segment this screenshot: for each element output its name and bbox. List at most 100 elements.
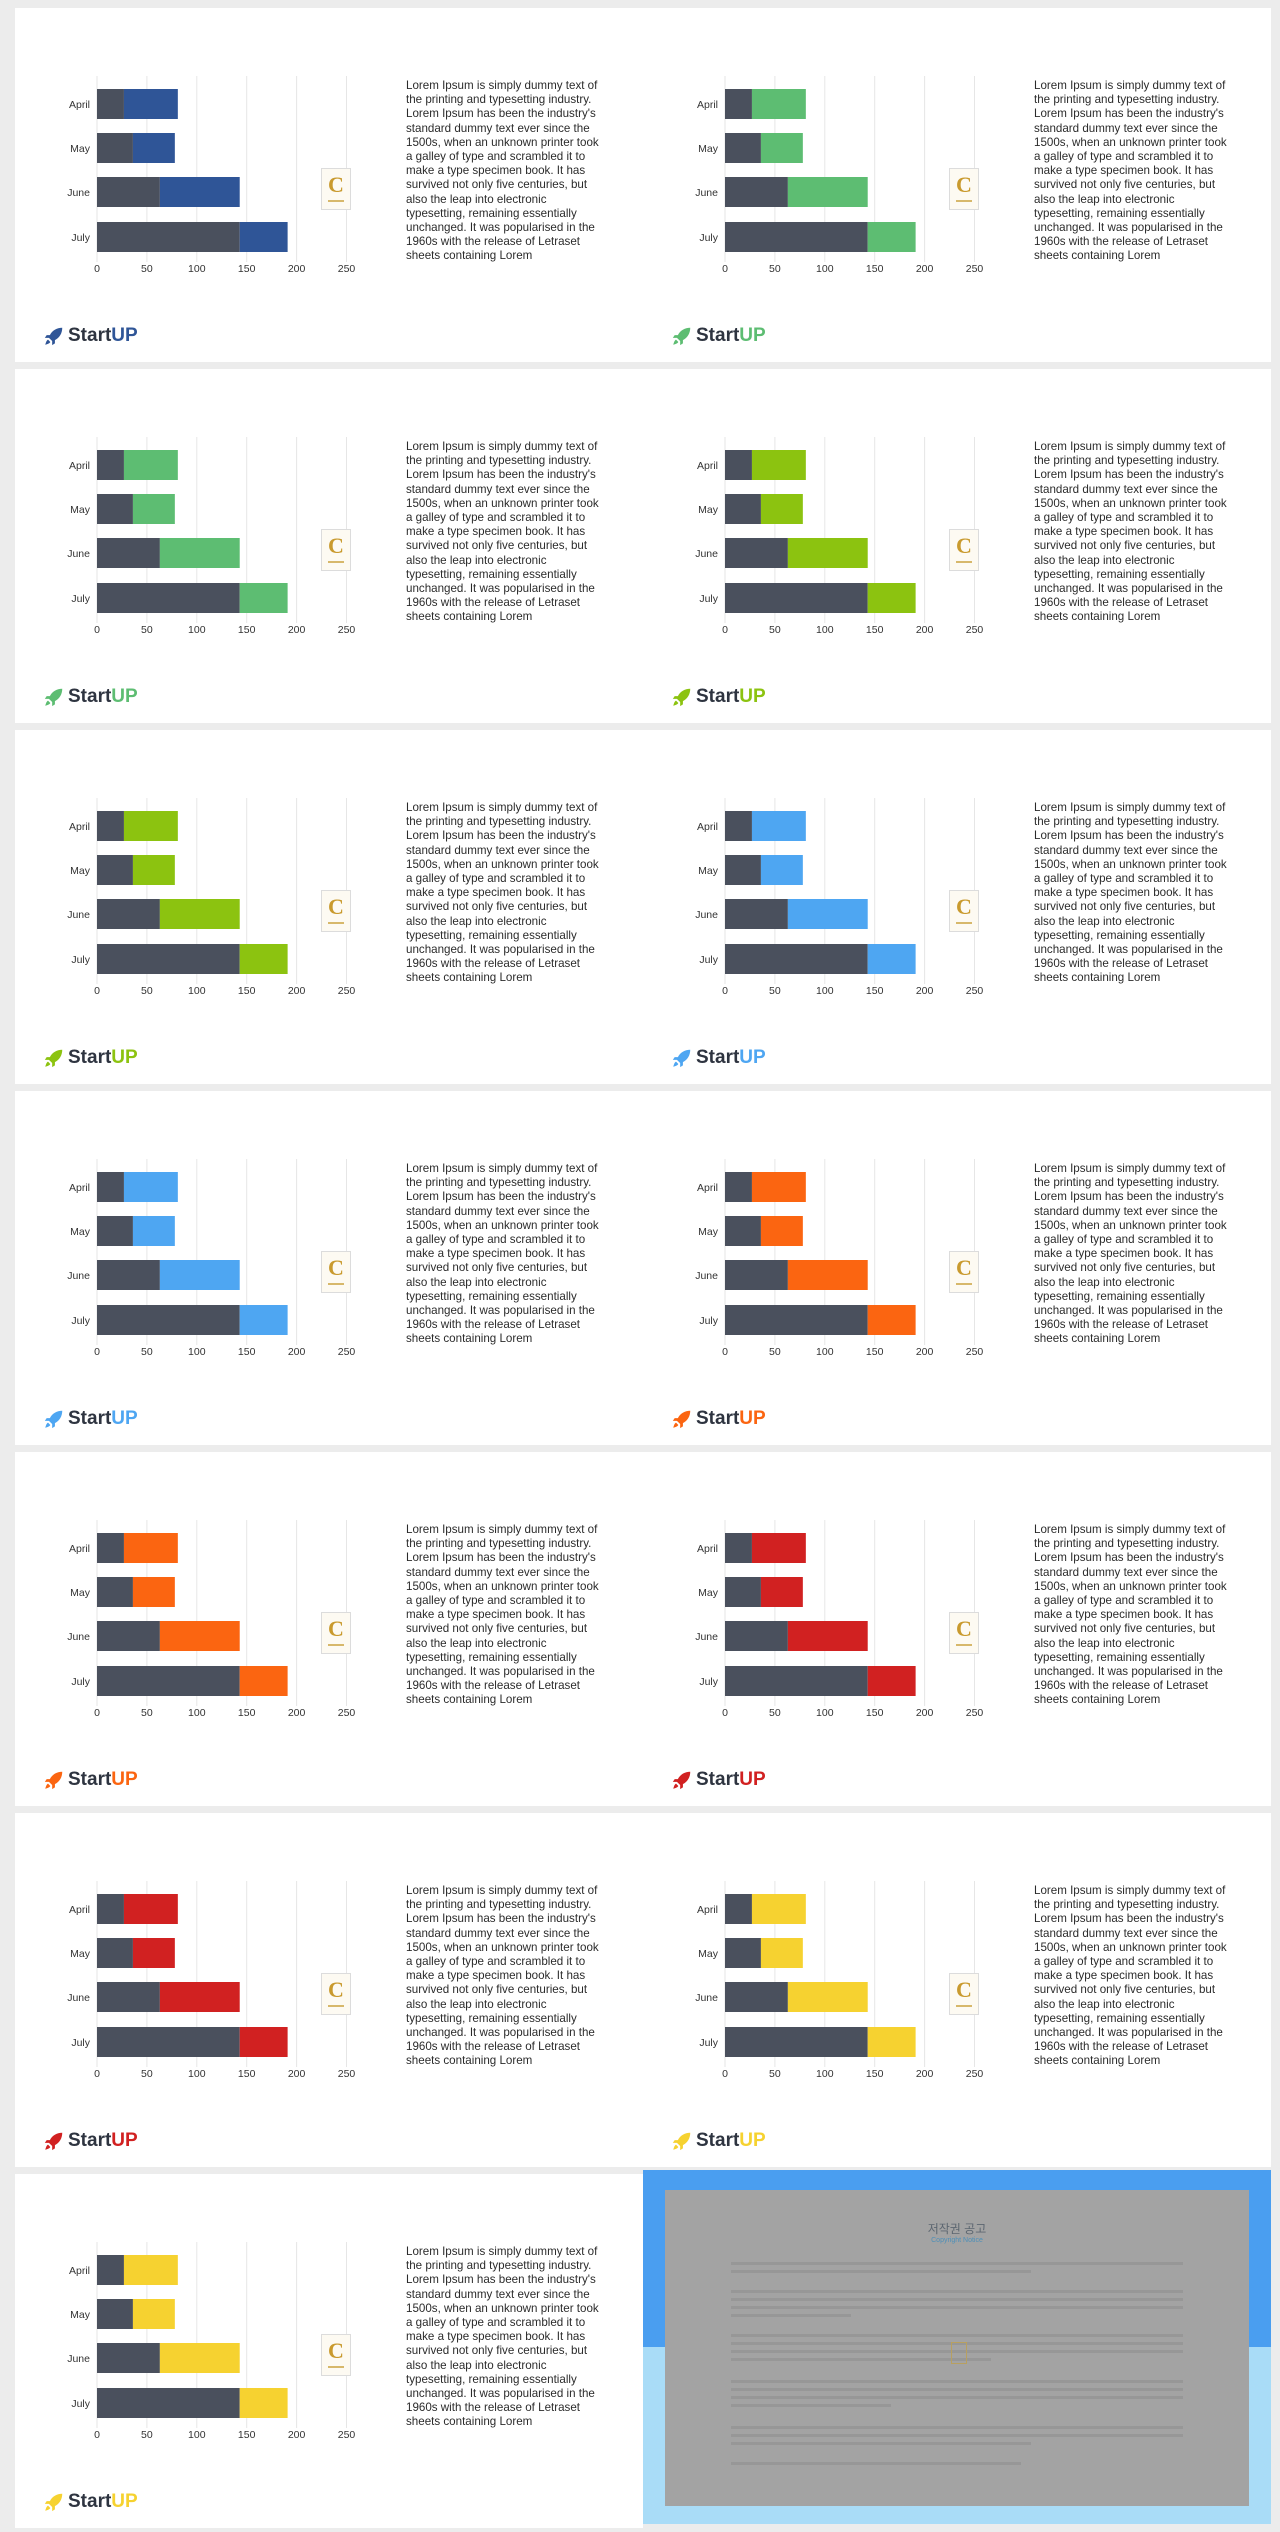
chart-slide-13[interactable]: 0 50 100 150 200 250 April May June July C Lorem … (15, 2174, 643, 2528)
chart-slide-11[interactable]: 0 50 100 150 200 250 April May June July C Lorem … (15, 1813, 643, 2167)
watermark-underline (956, 1283, 972, 1285)
startup-logo: Start UP (671, 1046, 766, 1070)
startup-logo: Start UP (671, 1407, 766, 1431)
accent-bar (132, 1216, 175, 1246)
chart-slide-9[interactable]: 0 50 100 150 200 250 April May June July C Lorem … (15, 1452, 643, 1806)
base-bar (97, 1172, 124, 1202)
base-bar (725, 1533, 752, 1563)
base-bar (97, 1216, 133, 1246)
chart-slide-6[interactable]: 0 50 100 150 200 250 April May June July C Lorem … (643, 730, 1271, 1084)
category-label: May (698, 143, 719, 155)
watermark-mark: C (321, 890, 351, 932)
base-bar (97, 1938, 133, 1968)
category-label: May (70, 2309, 91, 2321)
notice-line (731, 2298, 1183, 2301)
category-label: June (695, 1631, 718, 1643)
category-label: May (698, 1587, 719, 1599)
category-label: July (699, 593, 718, 605)
x-tick-label: 200 (288, 985, 306, 997)
logo-start-text: Start (68, 1047, 112, 1068)
chart-slide-4[interactable]: 0 50 100 150 200 250 April May June July C Lorem … (643, 369, 1271, 723)
copyright-slide[interactable]: 저작권 공고 Copyright Notice (643, 2170, 1271, 2524)
accent-bar (159, 899, 240, 929)
chart-slide-5[interactable]: 0 50 100 150 200 250 April May June July C Lorem … (15, 730, 643, 1084)
accent-bar (760, 1938, 803, 1968)
x-tick-label: 0 (94, 985, 100, 997)
x-tick-label: 0 (94, 624, 100, 636)
chart-slide-7[interactable]: 0 50 100 150 200 250 April May June July C Lorem … (15, 1091, 643, 1445)
accent-bar (760, 133, 803, 163)
x-tick-label: 200 (916, 1346, 934, 1358)
rocket-icon (44, 2132, 63, 2151)
base-bar (725, 1216, 761, 1246)
chart-slide-1[interactable]: 0 50 100 150 200 250 April May June July C Lorem … (15, 8, 643, 362)
category-label: May (698, 504, 719, 516)
body-text: Lorem Ipsum is simply dummy text of the … (1034, 79, 1227, 263)
logo-start-text: Start (696, 325, 740, 346)
rocket-icon (44, 1410, 63, 1429)
accent-bar (132, 1938, 175, 1968)
body-text: Lorem Ipsum is simply dummy text of the … (406, 801, 599, 985)
category-label: May (70, 1948, 91, 1960)
base-bar (97, 2299, 133, 2329)
c-brand-mark-icon: C (956, 1977, 972, 2002)
base-bar (97, 89, 124, 119)
rocket-icon (672, 1410, 691, 1429)
accent-bar (159, 538, 240, 568)
body-text: Lorem Ipsum is simply dummy text of the … (406, 440, 599, 624)
watermark-mark: C (949, 168, 979, 210)
accent-bar (867, 2027, 916, 2057)
x-tick-label: 200 (288, 2068, 306, 2080)
category-label: June (695, 548, 718, 560)
watermark-underline (956, 200, 972, 202)
x-tick-label: 100 (816, 985, 834, 997)
c-brand-mark-icon: C (956, 1255, 972, 1280)
notice-line (731, 2388, 1183, 2391)
rocket-icon (672, 2132, 691, 2151)
body-text: Lorem Ipsum is simply dummy text of the … (406, 1884, 599, 2068)
chart-slide-12[interactable]: 0 50 100 150 200 250 April May June July C Lorem … (643, 1813, 1271, 2167)
c-brand-mark-icon: C (328, 172, 344, 197)
category-label: July (699, 232, 718, 244)
c-brand-mark-icon: C (956, 533, 972, 558)
chart-slide-10[interactable]: 0 50 100 150 200 250 April May June July C Lorem … (643, 1452, 1271, 1806)
base-bar (725, 811, 752, 841)
bar-chart: 0 50 100 150 200 250 April May June July (695, 798, 983, 997)
startup-logo: Start UP (671, 2129, 766, 2153)
rocket-icon (44, 688, 63, 707)
category-label: May (70, 143, 91, 155)
category-label: April (697, 1904, 718, 1916)
watermark-mark: C (321, 1251, 351, 1293)
x-tick-label: 100 (188, 1707, 206, 1719)
category-label: May (70, 1226, 91, 1238)
chart-slide-2[interactable]: 0 50 100 150 200 250 April May June July C Lorem … (643, 8, 1271, 362)
logo-up-text: UP (111, 1047, 138, 1068)
chart-slide-3[interactable]: 0 50 100 150 200 250 April May June July C Lorem … (15, 369, 643, 723)
watermark-mark: C (321, 529, 351, 571)
x-tick-label: 150 (238, 2429, 256, 2441)
x-tick-label: 200 (916, 985, 934, 997)
startup-logo: Start UP (43, 2129, 138, 2153)
logo-up-text: UP (739, 1047, 766, 1068)
accent-bar (159, 2343, 240, 2373)
x-tick-label: 50 (141, 263, 153, 275)
base-bar (97, 2027, 240, 2057)
chart-slide-8[interactable]: 0 50 100 150 200 250 April May June July C Lorem … (643, 1091, 1271, 1445)
notice-line (731, 2334, 1183, 2337)
accent-bar (867, 583, 916, 613)
category-label: July (699, 954, 718, 966)
startup-logo: Start UP (43, 2490, 138, 2514)
x-tick-label: 0 (722, 1346, 728, 1358)
accent-bar (132, 855, 175, 885)
rocket-icon (672, 1049, 691, 1068)
body-text: Lorem Ipsum is simply dummy text of the … (406, 79, 599, 263)
category-label: May (70, 1587, 91, 1599)
category-label: July (71, 232, 90, 244)
category-label: June (67, 1270, 90, 1282)
startup-logo: Start UP (671, 1768, 766, 1792)
base-bar (725, 450, 752, 480)
x-tick-label: 100 (188, 2429, 206, 2441)
notice-line (731, 2270, 1031, 2273)
x-tick-label: 0 (722, 624, 728, 636)
watermark-underline (328, 922, 344, 924)
